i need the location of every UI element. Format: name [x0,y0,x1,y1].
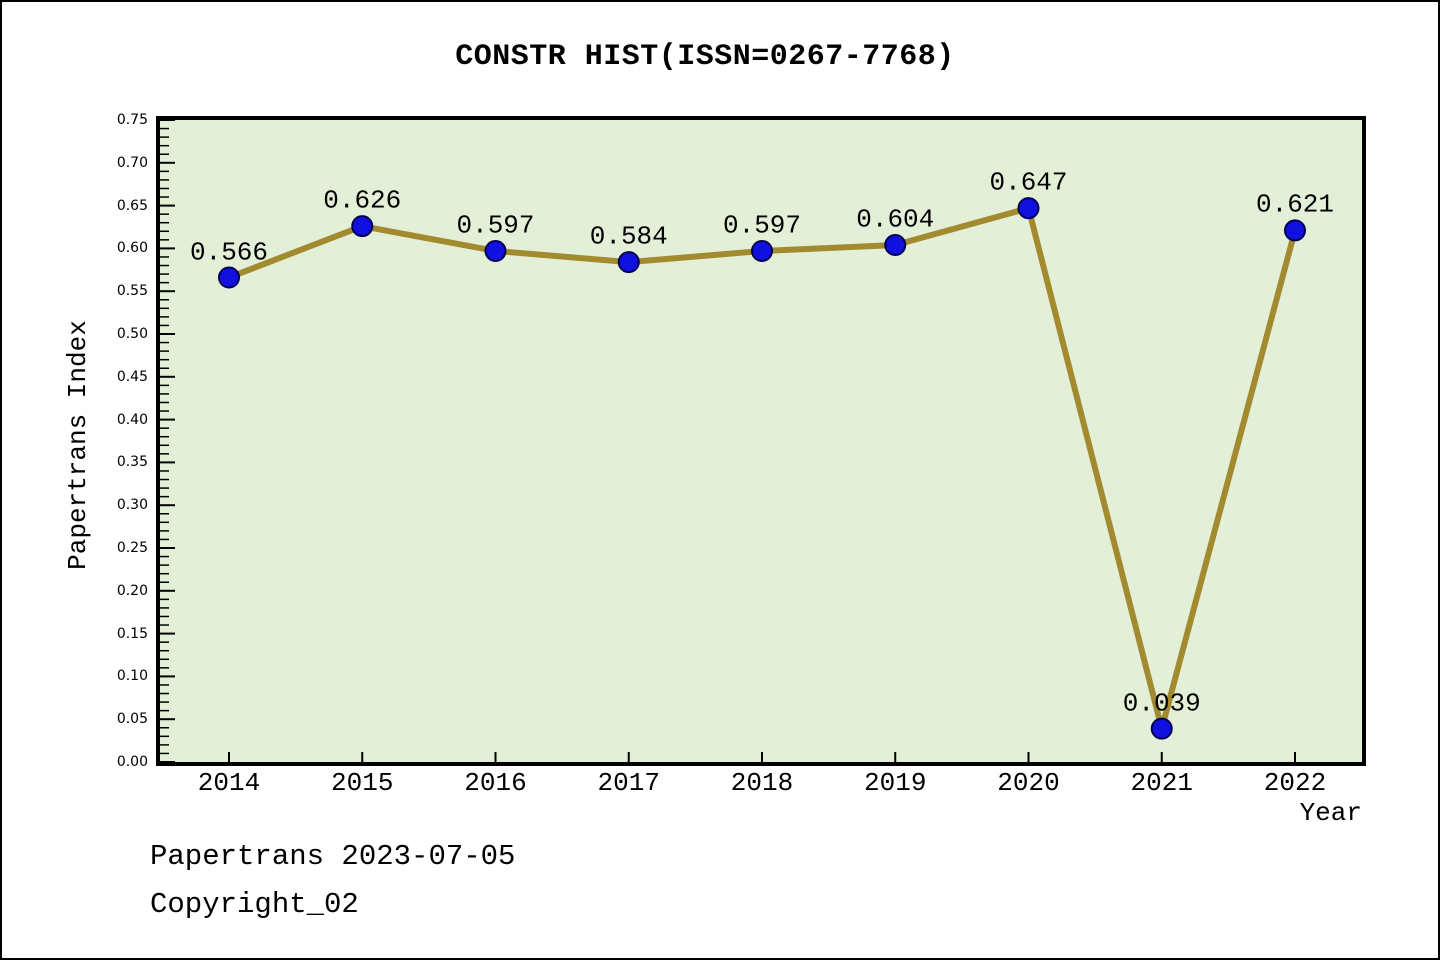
y-tick-label: 0.70 [116,154,148,171]
data-point-marker [884,233,907,256]
point-value-label: 0.566 [189,236,269,267]
data-point-marker [484,239,507,262]
point-value-label: 0.621 [1255,189,1335,220]
data-point-marker [1017,197,1040,220]
x-tick-label: 2020 [997,768,1060,798]
point-value-label: 0.039 [1122,688,1201,719]
y-tick-label: 0.75 [116,112,148,128]
x-tick-label: 2014 [197,768,261,798]
x-tick-label: 2021 [1130,768,1193,798]
data-point-marker [218,266,240,289]
x-tick-label: 2016 [464,768,527,798]
x-tick-label: 2019 [864,768,927,798]
plot-area: 0.00 0.05 0.10 0.15 0.20 0.25 0.30 0.35 0.40 0.45… [117,113,1366,796]
y-axis-label: Papertrans Index [63,320,93,570]
x-tick-label: 2018 [730,768,794,798]
chart-title: CONSTR HIST(ISSN=0267-7768) [455,40,955,74]
line-chart-svg [160,119,1306,763]
point-value-label: 0.597 [456,210,535,241]
y-tick-label: 0.05 [116,711,148,728]
y-tick-label: 0.20 [116,582,148,599]
y-tick-label: 0.15 [116,625,148,642]
point-value-label: 0.604 [856,204,935,235]
y-tick-label: 0.35 [116,454,148,471]
data-point-marker [1150,717,1173,740]
y-tick-label: 0.65 [116,197,148,214]
series-line [226,205,1298,732]
x-tick-label: 2022 [1263,768,1327,798]
y-tick-label: 0.00 [116,754,148,770]
footer-date-text: Papertrans 2023-07-05 [150,840,516,873]
point-value-label: 0.626 [323,185,402,216]
y-tick-label: 0.50 [116,326,148,342]
y-tick-label: 0.40 [116,411,148,428]
x-tick-label: 2015 [331,768,394,798]
footer-copyright-text: Copyright_02 [150,888,359,921]
point-value-label: 0.647 [989,167,1068,198]
y-tick-label: 0.25 [116,540,148,556]
x-axis-label: Year [1299,798,1362,828]
y-tick-label: 0.60 [116,240,148,257]
y-tick-label: 0.10 [116,668,148,685]
data-point-marker [351,215,374,238]
data-point-marker [617,251,640,274]
data-point-marker [751,239,773,262]
y-tick-label: 0.45 [116,368,148,385]
point-value-label: 0.584 [589,221,668,252]
data-point-marker [1284,219,1306,242]
point-value-label: 0.597 [722,210,802,241]
y-tick-label: 0.55 [116,283,148,300]
x-tick-label: 2017 [597,768,660,798]
y-tick-label: 0.30 [116,497,148,514]
